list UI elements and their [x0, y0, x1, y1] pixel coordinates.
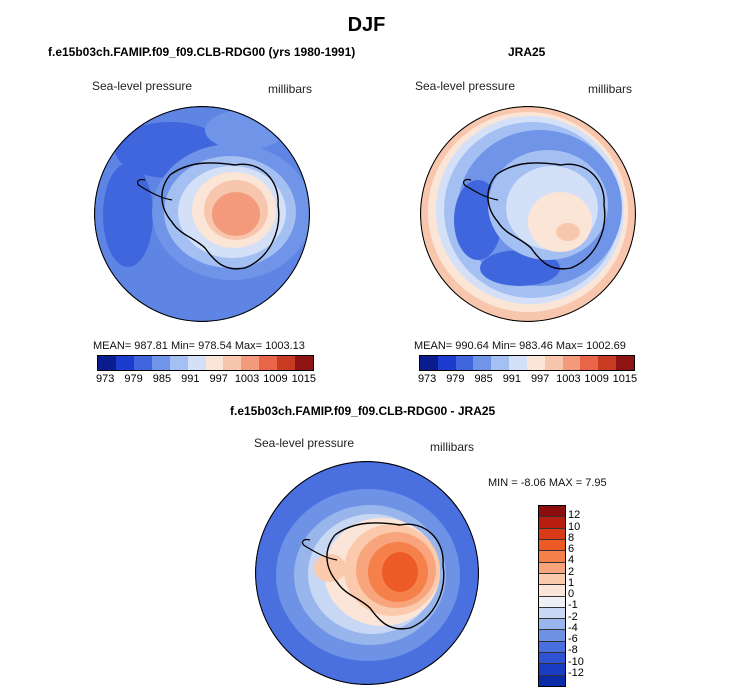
diff-colorbar-tick-label: 2: [568, 565, 575, 578]
colorbar-swatch: [151, 356, 170, 370]
panel-2-stats: MEAN= 990.64 Min= 983.46 Max= 1002.69: [414, 340, 626, 352]
panel-2-variable: Sea-level pressure: [415, 79, 516, 93]
panel-1-colorbar-ticks: 973 979 985 991 997 1003 1009 1015: [91, 373, 318, 385]
diff-colorbar-tick-label: 4: [568, 554, 575, 567]
diff-colorbar-tick-label: -4: [568, 621, 578, 634]
colorbar-swatch: [437, 356, 456, 370]
diff-colorbar-swatch: [539, 585, 565, 597]
diff-colorbar-tick-label: -1: [568, 599, 578, 612]
diff-colorbar-tick-label: -6: [568, 633, 578, 645]
panel-2-colorbar-ticks: 973 979 985 991 997 1003 1009 1015: [413, 373, 639, 385]
colorbar-tick-label: 1003: [556, 373, 581, 385]
panel-1-variable: Sea-level pressure: [92, 79, 193, 93]
diff-colorbar-swatch: [539, 562, 565, 574]
colorbar-tick-label: 1009: [584, 373, 609, 385]
colorbar-swatch: [509, 356, 527, 370]
diff-colorbar-tick-label: 1: [568, 576, 575, 589]
diff-colorbar-swatch: [539, 528, 565, 540]
colorbar-tick-label: 1015: [612, 373, 638, 385]
diff-colorbar-swatch: [539, 619, 565, 631]
colorbar-tick-label: 1015: [291, 373, 317, 385]
diff-colorbar-tick-label: -10: [568, 655, 584, 668]
colorbar-swatch: [187, 356, 206, 370]
colorbar-tick-label: 985: [474, 373, 493, 385]
diff-colorbar-tick-label: -8: [568, 644, 578, 657]
colorbar-swatch: [223, 356, 242, 370]
panel-2-units: millibars: [588, 82, 633, 96]
colorbar-tick-label: 1009: [263, 373, 288, 385]
colorbar-tick-label: 991: [502, 373, 522, 385]
colorbar-swatch: [473, 356, 492, 370]
colorbar-tick-label: 979: [446, 373, 465, 385]
panel-1-map: [94, 106, 310, 322]
colorbar-swatch: [259, 356, 278, 370]
colorbar-swatch: [277, 356, 296, 370]
diff-colorbar-swatch: [539, 539, 565, 552]
diff-colorbar-swatch: [539, 596, 565, 608]
diff-colorbar-swatch: [539, 664, 565, 676]
colorbar-swatch: [115, 356, 134, 370]
colorbar-swatch: [98, 356, 116, 370]
diff-colorbar-swatch: [539, 573, 565, 586]
diff-colorbar-swatch: [539, 653, 565, 665]
diff-colorbar-swatch: [539, 675, 565, 686]
diff-colorbar-tick-label: 8: [568, 531, 575, 544]
panel-3-title: f.e15b03ch.FAMIP.f09_f09.CLB-RDG00 - JRA…: [230, 404, 496, 418]
colorbar-swatch: [580, 356, 599, 370]
diff-colorbar-swatch: [539, 551, 565, 563]
colorbar-swatch: [455, 356, 474, 370]
diff-colorbar-tick-label: -2: [568, 610, 578, 623]
diff-colorbar-swatch: [539, 641, 565, 654]
colorbar-tick-label: 997: [530, 373, 550, 385]
colorbar-tick-label: 973: [417, 373, 437, 385]
colorbar-swatch: [295, 356, 314, 370]
panel-3-colorbar: [538, 505, 566, 687]
panel-3-variable: Sea-level pressure: [254, 436, 355, 450]
season-title: DJF: [347, 14, 386, 36]
colorbar-swatch: [544, 356, 563, 370]
diff-colorbar-swatch: [539, 506, 565, 518]
colorbar-tick-label: 997: [209, 373, 228, 385]
colorbar-tick-label: 1003: [234, 373, 260, 385]
colorbar-swatch: [598, 356, 617, 370]
colorbar-swatch: [133, 356, 152, 370]
colorbar-tick-label: 979: [124, 373, 143, 385]
diff-colorbar-tick-label: 6: [568, 543, 575, 555]
colorbar-swatch: [616, 356, 634, 370]
panel-2-colorbar: [419, 355, 635, 371]
diff-colorbar-swatch: [539, 607, 565, 620]
colorbar-tick-label: 991: [181, 373, 200, 385]
colorbar-swatch: [562, 356, 581, 370]
colorbar-swatch: [241, 356, 260, 370]
panel-1-colorbar: [97, 355, 314, 371]
colorbar-swatch: [205, 356, 224, 370]
panel-2-title: JRA25: [508, 45, 546, 59]
diff-colorbar-tick-label: -12: [568, 666, 584, 679]
colorbar-tick-label: 973: [96, 373, 115, 385]
diff-colorbar-swatch: [539, 630, 565, 642]
panel-1-title: f.e15b03ch.FAMIP.f09_f09.CLB-RDG00 (yrs …: [48, 45, 356, 59]
colorbar-swatch: [526, 356, 545, 370]
diff-colorbar-tick-label: 12: [568, 509, 581, 522]
panel-1-units: millibars: [268, 82, 313, 96]
colorbar-swatch: [420, 356, 438, 370]
diff-colorbar-tick-label: 10: [568, 520, 581, 533]
panel-3-map: [255, 461, 479, 685]
colorbar-tick-label: 985: [152, 373, 172, 385]
diff-colorbar-swatch: [539, 517, 565, 529]
diff-colorbar-tick-label: 0: [568, 588, 575, 600]
panel-3-stats: MIN = -8.06 MAX = 7.95: [488, 477, 607, 489]
colorbar-swatch: [169, 356, 188, 370]
panel-2-map: [420, 106, 636, 322]
panel-1-stats: MEAN= 987.81 Min= 978.54 Max= 1003.13: [93, 340, 305, 352]
colorbar-swatch: [491, 356, 510, 370]
panel-3-units: millibars: [430, 440, 475, 454]
